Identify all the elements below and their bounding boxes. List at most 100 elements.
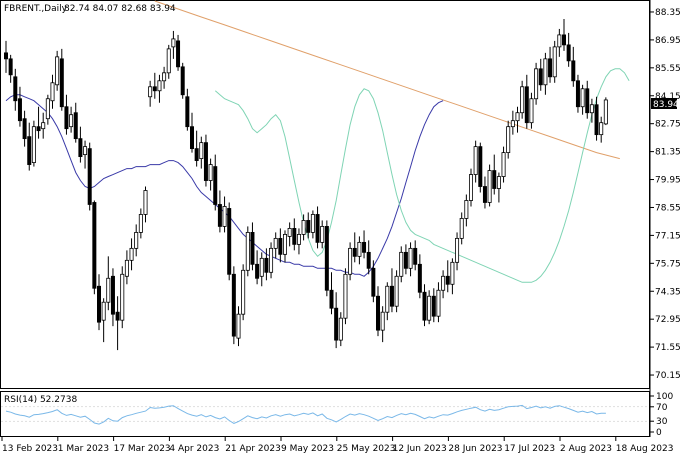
date-tick-label: 13 Feb 2023 (2, 444, 58, 454)
candle (83, 140, 88, 169)
candle-body-down (352, 247, 357, 257)
candle-body-up (199, 142, 204, 159)
candle-body-up (245, 232, 250, 271)
candle (389, 268, 394, 313)
candle (585, 80, 590, 119)
candle-body-up (589, 104, 594, 114)
candle (403, 244, 408, 275)
candle-body-down (17, 98, 22, 122)
candle-body-up (106, 277, 111, 303)
price-tick-label: 86.95 (655, 36, 680, 46)
candle (41, 112, 46, 139)
candle (427, 290, 432, 325)
candle (259, 252, 264, 287)
candle (468, 168, 473, 207)
candle (143, 186, 148, 223)
candle-body-up (380, 311, 385, 331)
candle (603, 97, 608, 126)
price-tick-label: 84.15 (655, 92, 680, 102)
candle-body-up (552, 46, 557, 78)
candle-body-down (217, 204, 222, 227)
candle (124, 250, 129, 285)
candle (492, 154, 497, 195)
candle (455, 232, 460, 271)
candle-body-down (180, 66, 185, 96)
candle (357, 236, 362, 265)
candle-body-up (427, 295, 432, 321)
candle (97, 274, 102, 331)
price-tick-label: 88.35 (655, 8, 680, 18)
candle-body-down (445, 275, 450, 285)
candle (580, 84, 585, 115)
candle (589, 98, 594, 123)
candle-body-up (273, 237, 278, 249)
candle (464, 194, 469, 227)
candle-body-down (538, 68, 543, 86)
candle (487, 164, 492, 207)
candle-body-up (473, 146, 478, 175)
candle (543, 52, 548, 95)
candle-body-down (87, 148, 92, 205)
candle-body-up (357, 241, 362, 257)
candle-body-down (366, 251, 371, 269)
candle-body-up (222, 206, 227, 227)
candle-body-down (152, 86, 157, 92)
date-tick-label: 21 Apr 2023 (225, 444, 281, 454)
candle-body-down (115, 311, 120, 321)
candle (278, 228, 283, 263)
candle-body-up (171, 38, 176, 48)
candle-body-down (403, 251, 408, 269)
price-axis-ticks: 88.35 86.95 85.55 84.15 82.75 81.35 79.95 78.55… (650, 8, 680, 381)
candle-body-up (45, 98, 50, 120)
candle (282, 230, 287, 263)
candle (101, 298, 106, 343)
candle-body-up (338, 317, 343, 341)
candle-body-up (236, 313, 241, 339)
candle-body-down (64, 106, 69, 130)
candle-body-down (92, 202, 97, 289)
candle-body-up (385, 285, 390, 313)
candle-body-up (496, 176, 501, 189)
price-tick-label: 74.35 (655, 287, 680, 297)
candle (45, 94, 50, 125)
candle (501, 146, 506, 183)
candle-body-down (571, 60, 576, 82)
candle (250, 222, 255, 271)
candle-body-up (515, 112, 520, 122)
candle (306, 212, 311, 239)
candle-body-up (459, 218, 464, 239)
candle (227, 202, 232, 281)
candle-body-down (585, 88, 590, 114)
candle (594, 96, 599, 141)
price-tick-label: 81.35 (655, 148, 680, 158)
candle-body-down (431, 295, 436, 317)
price-tick-label: 85.55 (655, 64, 680, 74)
candle-body-up (599, 122, 604, 136)
candle-body-down (492, 170, 497, 189)
candle (413, 240, 418, 271)
candle-body-up (510, 120, 515, 128)
candle-body-up (124, 259, 129, 277)
candle-body-down (413, 247, 418, 265)
candle-body-down (4, 52, 9, 60)
candle-body-up (343, 273, 348, 319)
candle (399, 246, 404, 283)
candle-body-down (278, 237, 283, 255)
candle-body-up (468, 174, 473, 201)
candle (162, 66, 167, 89)
candle-body-down (13, 76, 18, 102)
candle-body-up (241, 269, 246, 315)
candle (343, 268, 348, 325)
candle (4, 40, 9, 73)
candle-body-up (259, 257, 264, 277)
candle-body-down (524, 86, 529, 124)
candle-body-up (269, 247, 274, 273)
candle (129, 238, 134, 271)
candle-body-up (287, 228, 292, 237)
candle-body-down (73, 112, 78, 140)
candle-body-up (394, 275, 399, 307)
candle (417, 254, 422, 299)
candle (73, 102, 78, 143)
candle-body-up (134, 232, 139, 249)
